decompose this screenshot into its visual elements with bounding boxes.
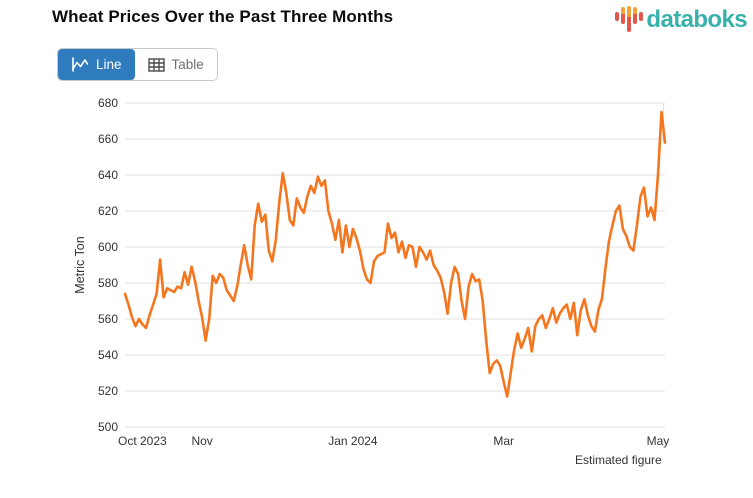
- y-tick-label: 600: [98, 240, 118, 254]
- logo-bar: [621, 7, 626, 24]
- chart-view-toggle: Line Table: [57, 48, 218, 81]
- y-tick-label: 500: [98, 420, 118, 434]
- page-title: Wheat Prices Over the Past Three Months: [52, 7, 394, 26]
- y-tick-label: 680: [98, 96, 118, 110]
- logo-text: databoks: [646, 6, 747, 33]
- y-tick-label: 560: [98, 312, 118, 326]
- x-tick-label: Mar: [493, 434, 514, 448]
- logo-bars-icon: [615, 5, 644, 35]
- logo-bar: [627, 6, 632, 32]
- x-tick-label: Jan 2024: [328, 434, 378, 448]
- y-tick-label: 580: [98, 276, 118, 290]
- y-tick-label: 520: [98, 384, 118, 398]
- estimated-figure-note: Estimated figure: [575, 453, 662, 467]
- x-tick-label: Nov: [191, 434, 212, 448]
- line-tab-button[interactable]: Line: [58, 49, 135, 80]
- table-tab-label: Table: [171, 57, 204, 72]
- y-tick-label: 640: [98, 168, 118, 182]
- y-tick-label: 660: [98, 132, 118, 146]
- logo-bar: [615, 12, 620, 21]
- logo-bar: [633, 7, 638, 24]
- y-axis-title: Metric Ton: [73, 236, 87, 293]
- line-tab-label: Line: [96, 57, 122, 72]
- table-grid-icon: [147, 57, 165, 72]
- y-tick-label: 540: [98, 348, 118, 362]
- chart-line-icon: [71, 57, 89, 72]
- x-tick-label: May: [647, 434, 670, 448]
- table-tab-button[interactable]: Table: [134, 49, 217, 80]
- x-tick-label: Oct 2023: [118, 434, 167, 448]
- wheat-price-series[interactable]: [123, 110, 667, 398]
- logo-bar: [639, 12, 644, 21]
- databoks-logo[interactable]: databoks: [615, 5, 748, 35]
- y-tick-label: 620: [98, 204, 118, 218]
